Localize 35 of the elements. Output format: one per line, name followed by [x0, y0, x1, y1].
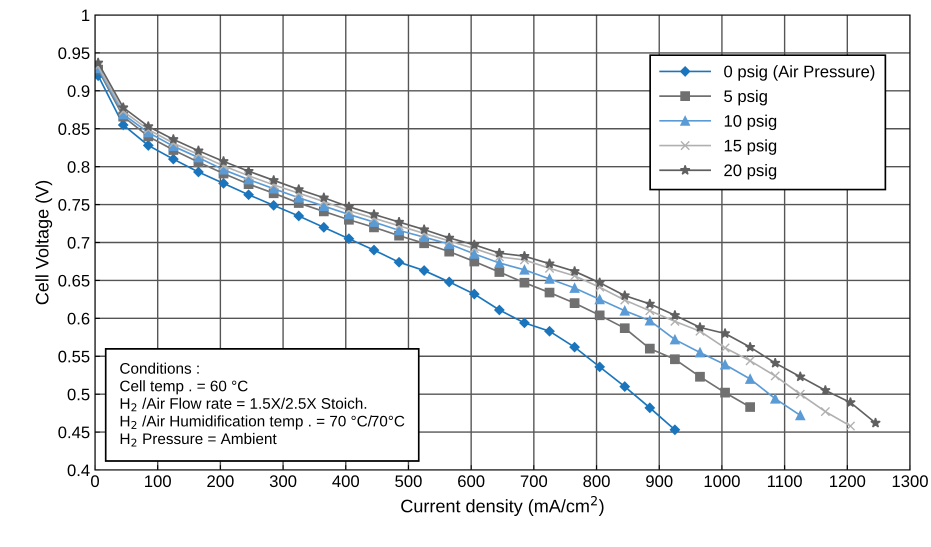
x-tick-label: 500 — [395, 475, 422, 488]
x-tick-label: 100 — [145, 475, 171, 488]
legend-label: 5 psig — [724, 90, 767, 106]
x-tick-label: 800 — [583, 475, 610, 488]
y-tick-label: 0.65 — [58, 274, 90, 287]
x-tick-label: 1100 — [768, 475, 802, 488]
y-tick-label: 0.45 — [58, 426, 90, 438]
x-tick-label: 200 — [207, 475, 234, 488]
y-tick-label: 0.95 — [58, 47, 90, 60]
x-tick-label: 600 — [458, 475, 484, 488]
y-tick-label: 1 — [82, 10, 90, 22]
y-tick-label: 0.5 — [68, 388, 90, 400]
y-tick-label: 0.85 — [58, 123, 90, 135]
x-tick-label: 0 — [91, 475, 99, 488]
y-tick-label: 0.8 — [68, 161, 90, 173]
x-tick-label: 1200 — [830, 475, 866, 488]
y-tick-label: 0.9 — [68, 85, 90, 98]
legend-label: 10 psig — [724, 114, 776, 130]
legend-label: 20 psig — [724, 164, 776, 180]
legend-label: 15 psig — [724, 139, 776, 155]
y-tick-label: 0.75 — [58, 198, 90, 211]
x-tick-label: 700 — [520, 475, 548, 488]
x-tick-label: 400 — [332, 475, 360, 488]
y-tick-label: 0.55 — [58, 350, 90, 362]
text: Conditions : Cell temp . = 60 °C H$_{2}$ /Air Flow rate = 1.5X/2.5X Stoich. H$_{2}$ /Air Humidification temp . = 70 °C/70°C H$_{2}$ Pressure = Ambient — [120, 362, 404, 447]
y-tick-label: 0.4 — [68, 464, 90, 476]
x-tick-label: 300 — [270, 475, 296, 488]
x-tick-label: 1300 — [892, 475, 928, 488]
x-tick-label: 1000 — [704, 475, 740, 488]
x-axis-title: Current density (mA/cm$^{2}$) — [401, 496, 604, 516]
x-tick-label: 900 — [646, 475, 672, 488]
legend-label: 0 psig (Air Pressure) — [724, 65, 874, 81]
y-tick-label: 0.7 — [68, 236, 90, 249]
y-axis-title: Cell Voltage (V) — [35, 180, 52, 304]
y-tick-label: 0.6 — [68, 312, 90, 325]
